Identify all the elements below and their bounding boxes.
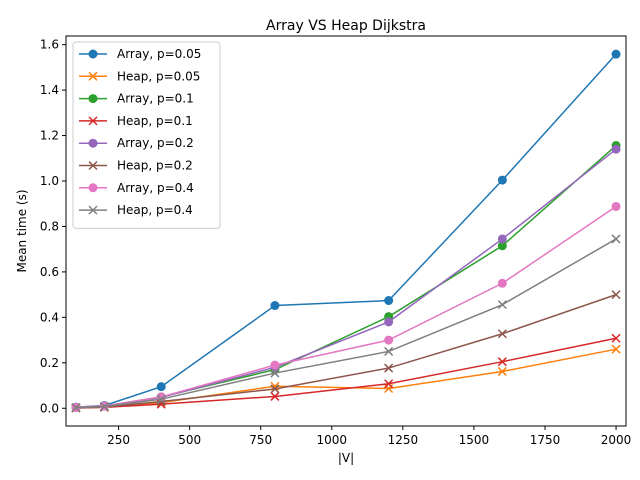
plot-area <box>71 49 621 413</box>
data-point <box>611 144 621 154</box>
legend-label: Array, p=0.2 <box>117 136 194 150</box>
series-6 <box>71 201 621 412</box>
legend-label: Heap, p=0.05 <box>117 69 200 83</box>
y-tick-label: 0.0 <box>40 401 59 415</box>
y-tick-label: 0.6 <box>40 265 59 279</box>
y-tick-label: 0.8 <box>40 219 59 233</box>
y-axis-title: Mean time (s) <box>15 189 29 272</box>
legend-item: Heap, p=0.4 <box>79 203 193 217</box>
data-point <box>270 384 280 394</box>
x-tick-label: 1500 <box>459 433 490 447</box>
data-point <box>497 366 507 376</box>
y-tick-label: 1.4 <box>40 83 59 97</box>
legend-marker <box>88 160 98 171</box>
data-point <box>71 403 81 413</box>
series-line <box>75 205 617 409</box>
chart-title: Array VS Heap Dijkstra <box>266 18 426 34</box>
data-point <box>384 363 394 373</box>
data-point <box>384 379 394 389</box>
data-point <box>156 394 166 404</box>
legend-label: Array, p=0.1 <box>117 92 194 106</box>
data-point <box>497 175 507 185</box>
y-tick-label: 1.0 <box>40 174 59 188</box>
legend-item: Array, p=0.4 <box>79 181 194 195</box>
series-line <box>75 293 617 409</box>
data-point <box>497 234 507 244</box>
legend-marker <box>88 71 98 81</box>
data-point <box>270 391 280 401</box>
y-tick-label: 1.2 <box>40 129 59 143</box>
y-tick-label: 1.6 <box>40 38 59 52</box>
x-tick-label: 1000 <box>317 433 348 447</box>
legend-marker <box>88 49 98 59</box>
data-point <box>611 344 621 354</box>
data-point <box>99 401 109 411</box>
data-point <box>497 300 507 310</box>
x-tick-label: 2000 <box>601 433 632 447</box>
legend: Array, p=0.05 Heap, p=0.05 Array, p=0.1 Hea… <box>72 41 221 229</box>
data-point <box>270 368 280 378</box>
legend-label: Heap, p=0.4 <box>117 203 193 217</box>
x-tick-label: 250 <box>107 433 130 447</box>
x-tick-label: 1750 <box>530 433 561 447</box>
legend-item: Array, p=0.2 <box>79 136 194 150</box>
legend-label: Heap, p=0.2 <box>117 159 193 173</box>
legend-marker <box>88 138 98 148</box>
x-axis-title: |V| <box>338 451 354 465</box>
legend-box <box>72 41 221 229</box>
data-point <box>384 346 394 356</box>
series-5 <box>71 290 621 413</box>
x-axis: 250 500 750 1000 1250 1500 1750 2000 <box>107 426 631 447</box>
data-point <box>156 382 166 392</box>
legend-marker <box>88 94 98 104</box>
y-tick-label: 0.4 <box>40 310 59 324</box>
x-tick-label: 500 <box>178 433 201 447</box>
legend-item: Heap, p=0.1 <box>79 114 193 128</box>
data-point <box>384 335 394 345</box>
data-point <box>497 329 507 339</box>
legend-item: Heap, p=0.2 <box>79 159 193 173</box>
series-7 <box>71 234 621 413</box>
data-point <box>611 234 621 244</box>
legend-label: Array, p=0.05 <box>117 47 201 61</box>
legend-item: Heap, p=0.05 <box>79 69 200 83</box>
x-tick-label: 1250 <box>388 433 419 447</box>
data-point <box>497 278 507 288</box>
legend-marker <box>88 205 98 215</box>
data-point <box>270 360 280 370</box>
legend-label: Array, p=0.4 <box>117 181 194 195</box>
data-point <box>384 296 394 306</box>
data-point <box>497 357 507 367</box>
legend-item: Array, p=0.1 <box>79 92 194 106</box>
data-point <box>611 333 621 343</box>
data-point <box>611 49 621 59</box>
y-axis: 0.0 0.2 0.4 0.6 0.8 1.0 1.2 1.4 1.6 <box>40 38 66 415</box>
legend-item: Array, p=0.05 <box>79 47 201 61</box>
data-point <box>611 201 621 211</box>
legend-marker <box>88 116 98 126</box>
legend-label: Heap, p=0.1 <box>117 114 193 128</box>
legend-marker <box>88 183 98 193</box>
y-tick-label: 0.2 <box>40 356 59 370</box>
data-point <box>611 290 621 300</box>
data-point <box>270 301 280 311</box>
data-point <box>384 317 394 327</box>
plot-frame <box>65 35 627 427</box>
x-tick-label: 750 <box>249 433 272 447</box>
